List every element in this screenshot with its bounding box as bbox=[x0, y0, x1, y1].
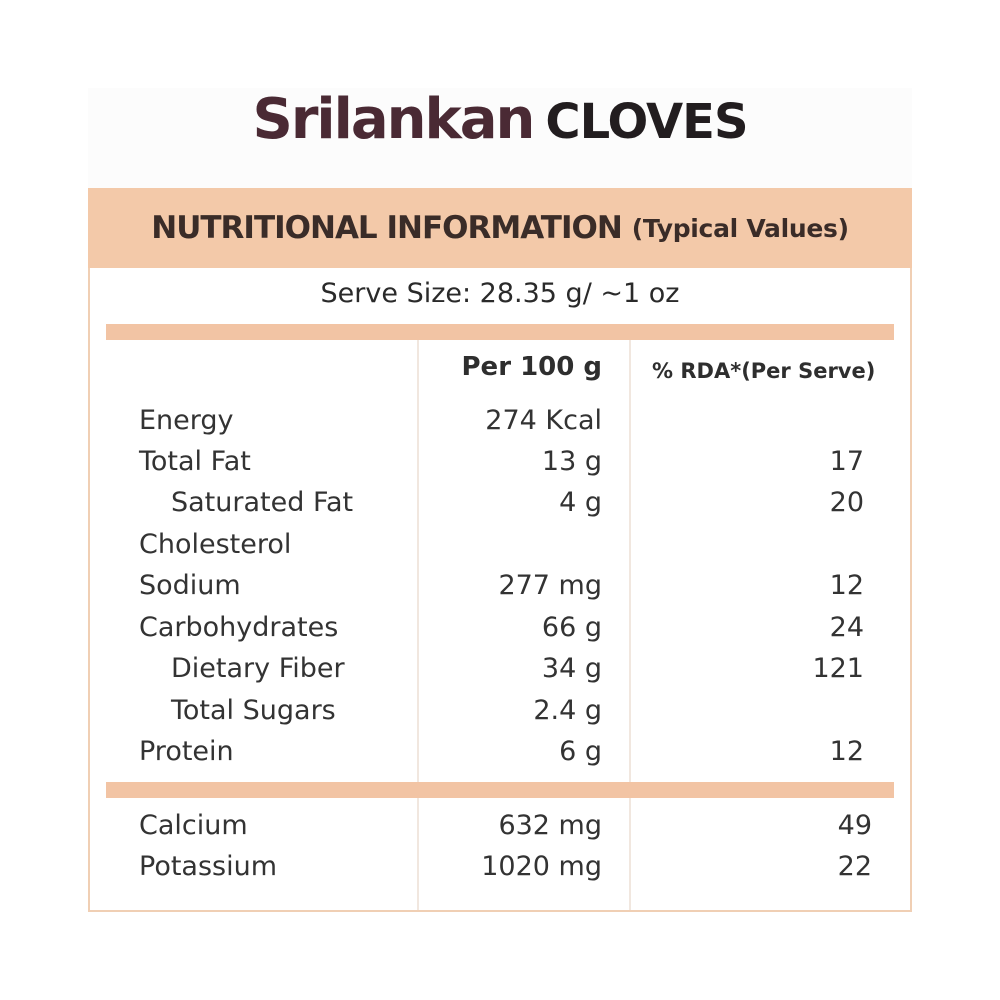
nutrient-row-protein: Protein 6 g 12 bbox=[0, 731, 1000, 773]
column-header-per100: Per 100 g bbox=[461, 352, 603, 382]
nutrient-name: Sodium bbox=[139, 570, 241, 601]
serve-size: Serve Size: 28.35 g/ ~1 oz bbox=[320, 278, 680, 309]
nutrient-row-cholesterol: Cholesterol bbox=[0, 524, 1000, 566]
nutrient-per100: 2.4 g bbox=[533, 695, 602, 726]
panel-header: NUTRITIONAL INFORMATION (Typical Values) bbox=[88, 188, 912, 268]
header-qualifier: (Typical Values) bbox=[631, 213, 849, 243]
nutrient-rda: 17 bbox=[829, 446, 864, 477]
nutrient-rda: 24 bbox=[829, 612, 864, 643]
column-divider-left bbox=[417, 340, 419, 782]
nutrient-row-total-fat: Total Fat 13 g 17 bbox=[0, 441, 1000, 483]
header-band bbox=[88, 188, 912, 268]
mineral-row-calcium: Calcium 632 mg 49 bbox=[0, 805, 1000, 847]
nutrient-row-total-sugars: Total Sugars 2.4 g bbox=[0, 690, 1000, 732]
nutrient-per100: 34 g bbox=[541, 653, 602, 684]
nutrient-rda: 12 bbox=[829, 736, 864, 767]
nutrient-row-dietary-fiber: Dietary Fiber 34 g 121 bbox=[0, 648, 1000, 690]
mineral-per100: 1020 mg bbox=[481, 851, 602, 882]
divider-bar-bottom bbox=[106, 782, 894, 798]
header-main: NUTRITIONAL INFORMATION bbox=[151, 210, 622, 246]
nutrient-row-sodium: Sodium 277 mg 12 bbox=[0, 565, 1000, 607]
nutrient-name: Carbohydrates bbox=[139, 612, 339, 643]
mineral-name: Calcium bbox=[139, 810, 248, 841]
column-header-rda: % RDA*(Per Serve) bbox=[652, 359, 876, 383]
nutrient-per100: 66 g bbox=[541, 612, 602, 643]
mineral-rda: 49 bbox=[837, 810, 872, 841]
nutrient-per100: 6 g bbox=[559, 736, 602, 767]
nutrient-per100: 274 Kcal bbox=[485, 405, 602, 436]
mineral-per100: 632 mg bbox=[498, 810, 602, 841]
nutrient-per100: 4 g bbox=[559, 487, 602, 518]
nutrient-rda: 20 bbox=[829, 487, 864, 518]
mineral-row-potassium: Potassium 1020 mg 22 bbox=[0, 846, 1000, 888]
product-title: Srilankan CLOVES bbox=[0, 90, 1000, 163]
brand-name: Srilankan bbox=[252, 87, 535, 152]
nutrient-name: Protein bbox=[139, 736, 234, 767]
nutrient-per100: 13 g bbox=[541, 446, 602, 477]
divider-bar-top bbox=[106, 324, 894, 340]
nutrient-row-carbohydrates: Carbohydrates 66 g 24 bbox=[0, 607, 1000, 649]
nutrient-per100: 277 mg bbox=[498, 570, 602, 601]
mineral-rda: 22 bbox=[837, 851, 872, 882]
mineral-name: Potassium bbox=[139, 851, 278, 882]
nutrient-row-saturated-fat: Saturated Fat 4 g 20 bbox=[0, 482, 1000, 524]
nutrient-name: Energy bbox=[139, 405, 234, 436]
column-divider-right bbox=[629, 340, 631, 782]
nutrient-rda: 12 bbox=[829, 570, 864, 601]
product-name: CLOVES bbox=[545, 94, 748, 150]
nutrient-name: Saturated Fat bbox=[171, 487, 354, 518]
nutrient-row-energy: Energy 274 Kcal bbox=[0, 400, 1000, 442]
nutrient-name: Total Sugars bbox=[171, 695, 336, 726]
nutrient-rda: 121 bbox=[812, 653, 864, 684]
nutrient-name: Cholesterol bbox=[139, 529, 292, 560]
column-divider-right-lower bbox=[629, 798, 631, 910]
nutrient-name: Dietary Fiber bbox=[171, 653, 345, 684]
column-divider-left-lower bbox=[417, 798, 419, 910]
nutrient-name: Total Fat bbox=[139, 446, 251, 477]
